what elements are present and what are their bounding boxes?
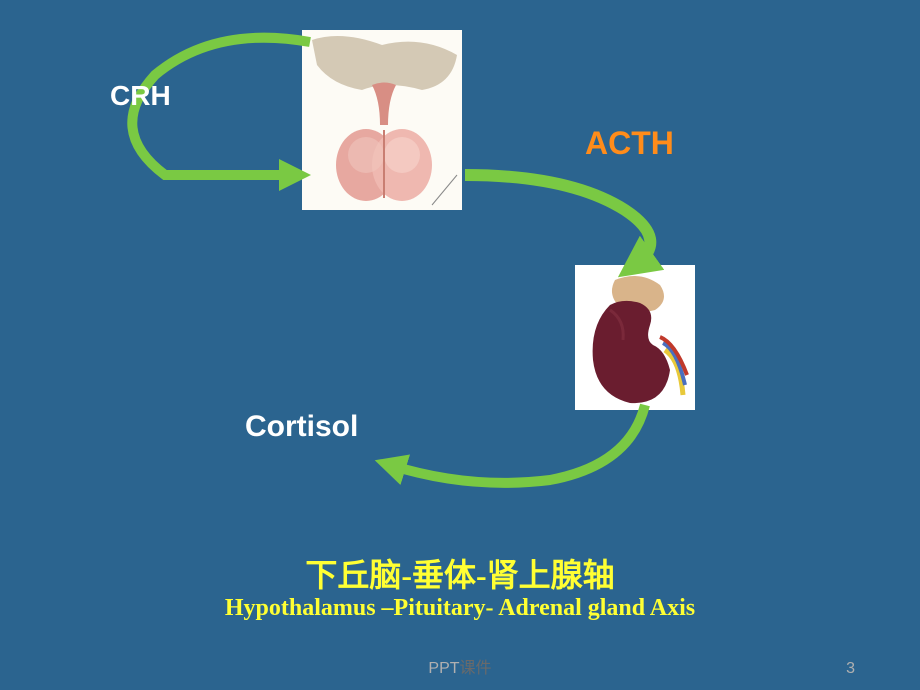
title-english: Hypothalamus –Pituitary- Adrenal gland A…	[0, 595, 920, 622]
acth-arrow	[460, 160, 690, 290]
footer-prefix: PPT	[428, 660, 459, 677]
crh-arrow	[115, 30, 335, 210]
footer-suffix: 课件	[460, 660, 492, 677]
footer-page-number: 3	[846, 660, 855, 678]
crh-label: CRH	[110, 80, 171, 112]
slide: CRH ACTH Cortisol 下丘脑-垂体-肾上腺轴 Hypothalam…	[0, 0, 920, 690]
acth-label: ACTH	[585, 125, 674, 162]
cortisol-arrow	[370, 385, 670, 505]
cortisol-label: Cortisol	[245, 410, 358, 444]
title-chinese: 下丘脑-垂体-肾上腺轴	[0, 550, 920, 596]
footer-label: PPT课件	[428, 654, 491, 678]
